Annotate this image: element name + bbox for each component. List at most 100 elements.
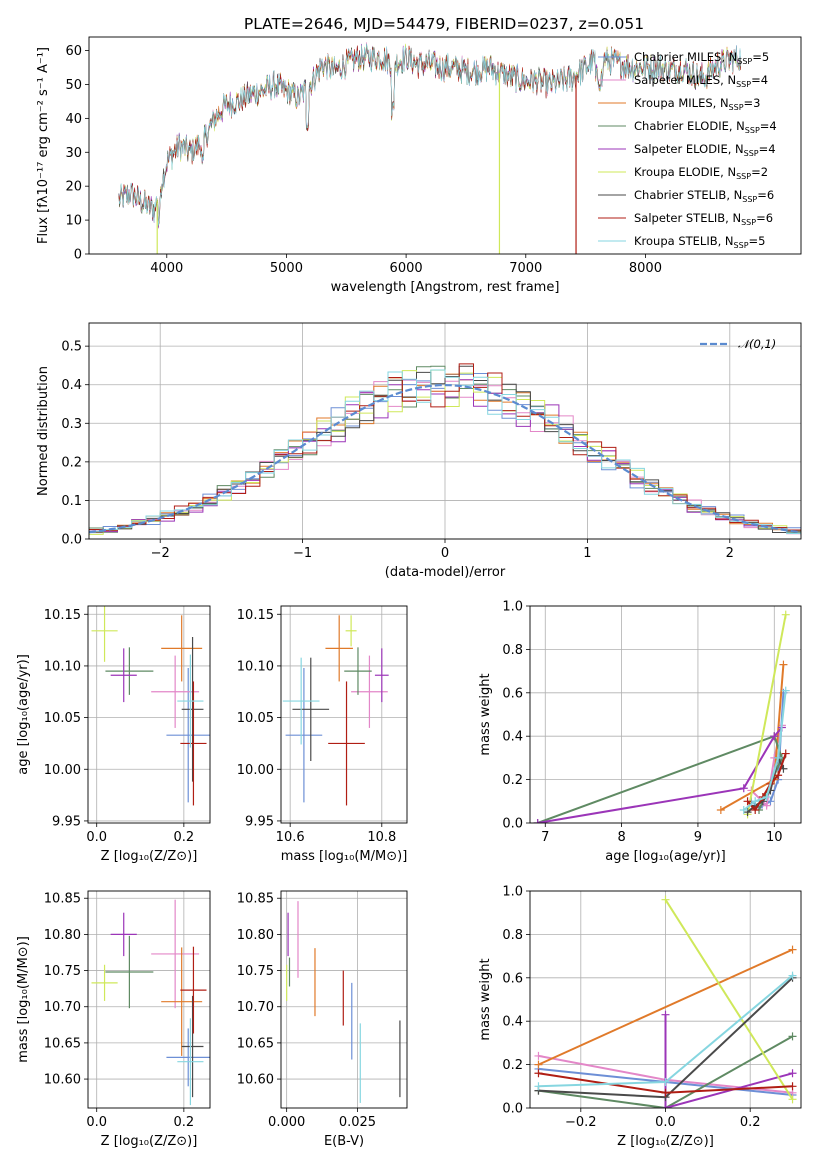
y-tick-label: 0.1 [61, 494, 82, 509]
x-tick-label: 10.8 [367, 830, 396, 845]
y-tick-label: 10.05 [237, 711, 274, 726]
y-axis-label: Flux [fλ10⁻¹⁷ erg cm⁻² s⁻¹ A⁻¹] [36, 47, 51, 244]
y-axis-label: mass weight [478, 958, 493, 1040]
x-tick-label: 0.2 [174, 1115, 195, 1130]
y-tick-label: 10.65 [44, 1036, 81, 1051]
weight-line [664, 899, 794, 1100]
plot-area [89, 363, 801, 536]
x-tick-label: 8 [617, 830, 625, 845]
histogram-steps [89, 363, 801, 533]
axes-frame [88, 322, 802, 540]
weight-marker [661, 1010, 670, 1019]
errorbar-point [166, 1028, 210, 1087]
y-tick-label: 9.95 [52, 814, 81, 829]
axes-frame [280, 890, 408, 1109]
weight-marker [788, 1082, 797, 1091]
x-tick-label: 0 [441, 546, 449, 561]
errorbar-point [110, 648, 137, 703]
x-axis-label: Z [log₁₀(Z/Z⊙)] [101, 1134, 198, 1149]
x-tick-label: 0.2 [740, 1115, 761, 1130]
axes-age-vs-mass: 10.6 10.8 9.95 10.00 10.05 10.10 10.15 mass [lo… [237, 605, 408, 864]
x-tick-label: 8000 [629, 261, 662, 276]
axes-spectrum: 4000 5000 6000 7000 8000 0 10 20 30 40 50 60 wavelen… [36, 36, 802, 295]
axes-age-vs-Z: 0.0 0.2 9.95 10.00 10.05 10.10 10.15 Z [log₁₀(Z… [16, 605, 211, 864]
y-tick-label: 0.8 [502, 643, 523, 658]
y-tick-label: 0.0 [502, 1102, 523, 1117]
y-tick-label: 0.2 [502, 1058, 523, 1073]
legend-entry: Kroupa MILES, NSSP=3 [634, 96, 760, 112]
x-axis-label: Z [log₁₀(Z/Z⊙)] [617, 1134, 714, 1149]
errorbar-point [161, 947, 203, 1056]
spectrum-line [118, 43, 741, 226]
y-tick-label: 0.3 [61, 417, 82, 432]
plot-area [91, 899, 210, 1106]
x-tick-label: 0.025 [339, 1115, 376, 1130]
errorbar-point [166, 668, 210, 803]
y-axis-label: mass weight [478, 673, 493, 755]
x-tick-label: 10.6 [276, 830, 305, 845]
y-tick-label: 10.70 [237, 1000, 274, 1015]
figure-title: PLATE=2646, MJD=54479, FIBERID=0237, z=0… [244, 15, 644, 33]
legend-entry: Kroupa STELIB, NSSP=5 [634, 234, 765, 250]
x-tick-label: 0.0 [86, 830, 107, 845]
weight-line [537, 726, 783, 823]
y-tick-label: 0.4 [502, 730, 523, 745]
weight-marker [751, 805, 760, 814]
y-tick-label: 0.0 [61, 533, 82, 548]
errorbar-point [151, 655, 200, 728]
weight-marker [739, 784, 748, 793]
weight-marker [534, 1060, 543, 1069]
y-tick-label: 10.60 [44, 1073, 81, 1088]
legend-entry: Salpeter STELIB, NSSP=6 [634, 211, 773, 227]
errorbar-point [105, 935, 154, 1009]
gridlines [281, 606, 407, 823]
errorbar-point [151, 899, 200, 1009]
y-tick-label: 20 [65, 180, 82, 195]
errorbar-point [180, 681, 207, 806]
gridlines [88, 891, 210, 1108]
axes-frame [88, 36, 802, 255]
plot-area [534, 895, 797, 1108]
axes-frame [87, 890, 211, 1109]
x-tick-label: 7 [541, 830, 549, 845]
y-tick-label: 30 [65, 146, 82, 161]
x-tick-label: 7000 [509, 261, 542, 276]
y-tick-label: 9.95 [245, 814, 274, 829]
y-tick-label: 10.80 [44, 928, 81, 943]
y-tick-label: 0 [74, 248, 82, 263]
y-tick-label: 60 [65, 44, 82, 59]
x-tick-label: 2 [726, 546, 734, 561]
errorbar-point [91, 964, 118, 1001]
x-tick-label: 6000 [390, 261, 423, 276]
axes-frame [280, 605, 408, 824]
y-tick-label: 10.85 [237, 892, 274, 907]
weight-marker [743, 797, 752, 806]
weight-line [746, 614, 787, 815]
y-tick-label: 10.75 [44, 964, 81, 979]
y-tick-label: 10.05 [44, 711, 81, 726]
weight-marker [779, 660, 788, 669]
y-tick-label: 1.0 [502, 885, 523, 900]
y-tick-label: 10.00 [237, 763, 274, 778]
axes-residuals: −2 −1 0 1 2 0.0 0.1 0.2 0.3 0.4 0.5 (data-model)/er… [36, 322, 802, 580]
gridlines [88, 606, 210, 823]
plot-area [118, 42, 741, 254]
axes-mass-vs-ebv: 0.000 0.025 10.60 10.65 10.70 10.75 10.80 10.85… [237, 890, 408, 1149]
legend-entry: Chabrier ELODIE, NSSP=4 [634, 119, 777, 135]
weight-marker [739, 805, 748, 814]
errorbar-point [181, 995, 204, 1098]
x-tick-label: 10 [766, 830, 783, 845]
y-tick-label: 0.6 [502, 971, 523, 986]
weight-line [538, 1035, 793, 1108]
x-tick-label: −0.2 [565, 1115, 597, 1130]
x-tick-label: 4000 [150, 261, 183, 276]
legend-entry: 𝒩(0,1) [738, 337, 776, 351]
y-tick-label: 10.65 [237, 1036, 274, 1051]
x-axis-label: (data-model)/error [385, 565, 506, 580]
errorbar-point [181, 637, 204, 782]
x-tick-label: 5000 [270, 261, 303, 276]
weight-marker [788, 1095, 797, 1104]
y-tick-label: 0.0 [502, 817, 523, 832]
weight-marker [762, 801, 771, 810]
